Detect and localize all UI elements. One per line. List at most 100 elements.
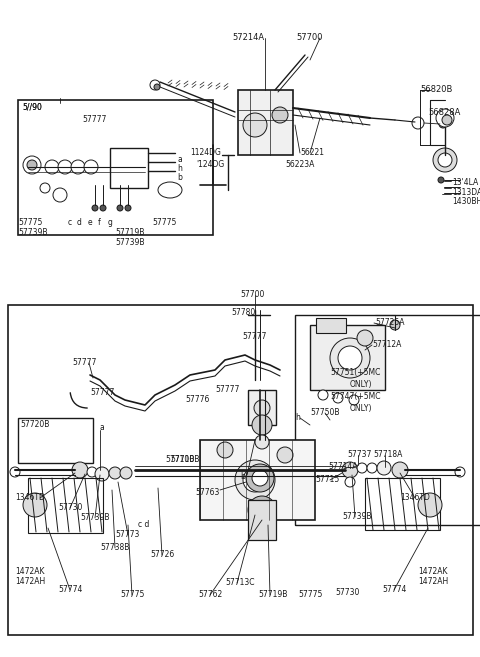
Text: d: d (77, 218, 82, 227)
Circle shape (442, 115, 452, 125)
Circle shape (412, 117, 424, 129)
Circle shape (58, 160, 72, 174)
Text: 57780: 57780 (231, 308, 255, 317)
Circle shape (272, 107, 288, 123)
Circle shape (246, 464, 274, 492)
Text: 57777: 57777 (215, 385, 240, 394)
Circle shape (243, 468, 267, 492)
Text: 57739B: 57739B (115, 238, 144, 247)
Bar (110, 148, 148, 188)
Bar (238, 90, 293, 155)
Circle shape (439, 120, 447, 128)
Text: 57775: 57775 (120, 590, 144, 599)
Circle shape (40, 183, 50, 193)
Bar (316, 318, 346, 333)
Bar (295, 315, 480, 525)
Text: 57738B: 57738B (100, 543, 130, 552)
Text: ONLY): ONLY) (350, 404, 372, 413)
Text: 57751(+5MC: 57751(+5MC (330, 368, 380, 377)
Circle shape (72, 462, 88, 478)
Text: c: c (68, 218, 72, 227)
Text: 57775: 57775 (152, 218, 176, 227)
Text: 57776: 57776 (185, 395, 209, 404)
Text: e: e (88, 218, 93, 227)
Circle shape (438, 153, 452, 167)
Text: 57710B: 57710B (165, 455, 194, 464)
Text: 56221: 56221 (300, 148, 324, 157)
Bar (310, 325, 385, 390)
Circle shape (109, 467, 121, 479)
Circle shape (436, 109, 454, 127)
Text: 57739B: 57739B (80, 513, 109, 522)
Text: 1472AH: 1472AH (418, 577, 448, 586)
Text: 1346TD: 1346TD (15, 493, 45, 502)
Text: 1472AK: 1472AK (15, 567, 45, 576)
Text: 57763: 57763 (195, 488, 219, 497)
Text: c d: c d (138, 520, 149, 529)
Circle shape (318, 390, 328, 400)
Text: 57719B: 57719B (258, 590, 288, 599)
Circle shape (330, 338, 370, 378)
Circle shape (254, 502, 270, 518)
Text: 57750B: 57750B (310, 408, 339, 417)
Text: 57714A: 57714A (328, 462, 358, 471)
Circle shape (100, 205, 106, 211)
Circle shape (377, 461, 391, 475)
Circle shape (357, 463, 367, 473)
Circle shape (392, 462, 408, 478)
Circle shape (92, 205, 98, 211)
Text: h: h (295, 413, 300, 422)
Text: a: a (100, 423, 105, 432)
Circle shape (71, 160, 85, 174)
Circle shape (87, 467, 97, 477)
Text: 57725A: 57725A (375, 318, 405, 327)
Text: 57774: 57774 (382, 585, 407, 594)
Circle shape (455, 467, 465, 477)
Text: h: h (177, 164, 182, 173)
Circle shape (117, 205, 123, 211)
Circle shape (338, 346, 362, 370)
Text: 57715: 57715 (315, 475, 339, 484)
Bar (28, 478, 103, 533)
Text: 57777: 57777 (90, 388, 114, 397)
Circle shape (342, 462, 358, 478)
Circle shape (367, 463, 377, 473)
Text: 13'4LA: 13'4LA (452, 178, 478, 187)
Circle shape (10, 467, 20, 477)
Circle shape (255, 435, 269, 449)
Circle shape (120, 467, 132, 479)
Bar (18, 100, 213, 235)
Text: 57726: 57726 (150, 550, 174, 559)
Circle shape (53, 188, 67, 202)
Text: 57777: 57777 (243, 332, 267, 341)
Text: 57712A: 57712A (372, 340, 401, 349)
Text: 1313DA: 1313DA (452, 188, 480, 197)
Bar (8, 305, 473, 635)
Circle shape (277, 447, 293, 463)
Text: ONLY): ONLY) (350, 380, 372, 389)
Text: f: f (98, 218, 101, 227)
Circle shape (252, 415, 272, 435)
Circle shape (154, 84, 160, 90)
Text: 57713C: 57713C (225, 578, 254, 587)
Text: 57775: 57775 (298, 590, 323, 599)
Circle shape (252, 470, 268, 486)
Circle shape (357, 330, 373, 346)
Bar (18, 418, 93, 463)
Text: 57775: 57775 (18, 218, 42, 227)
Circle shape (23, 493, 47, 517)
Text: 57762: 57762 (198, 590, 222, 599)
Text: 57730: 57730 (58, 503, 83, 512)
Text: 57747(+5MC: 57747(+5MC (330, 392, 381, 401)
Text: 1124DG: 1124DG (190, 148, 221, 157)
Text: 1472AH: 1472AH (15, 577, 45, 586)
Text: 57214A: 57214A (232, 33, 264, 42)
Text: 57777: 57777 (83, 115, 107, 124)
Bar (365, 478, 440, 530)
Circle shape (418, 493, 442, 517)
Text: 57700: 57700 (297, 33, 323, 42)
Circle shape (390, 320, 400, 330)
Circle shape (217, 442, 233, 458)
Text: 57777: 57777 (72, 358, 96, 367)
Bar (248, 500, 276, 540)
